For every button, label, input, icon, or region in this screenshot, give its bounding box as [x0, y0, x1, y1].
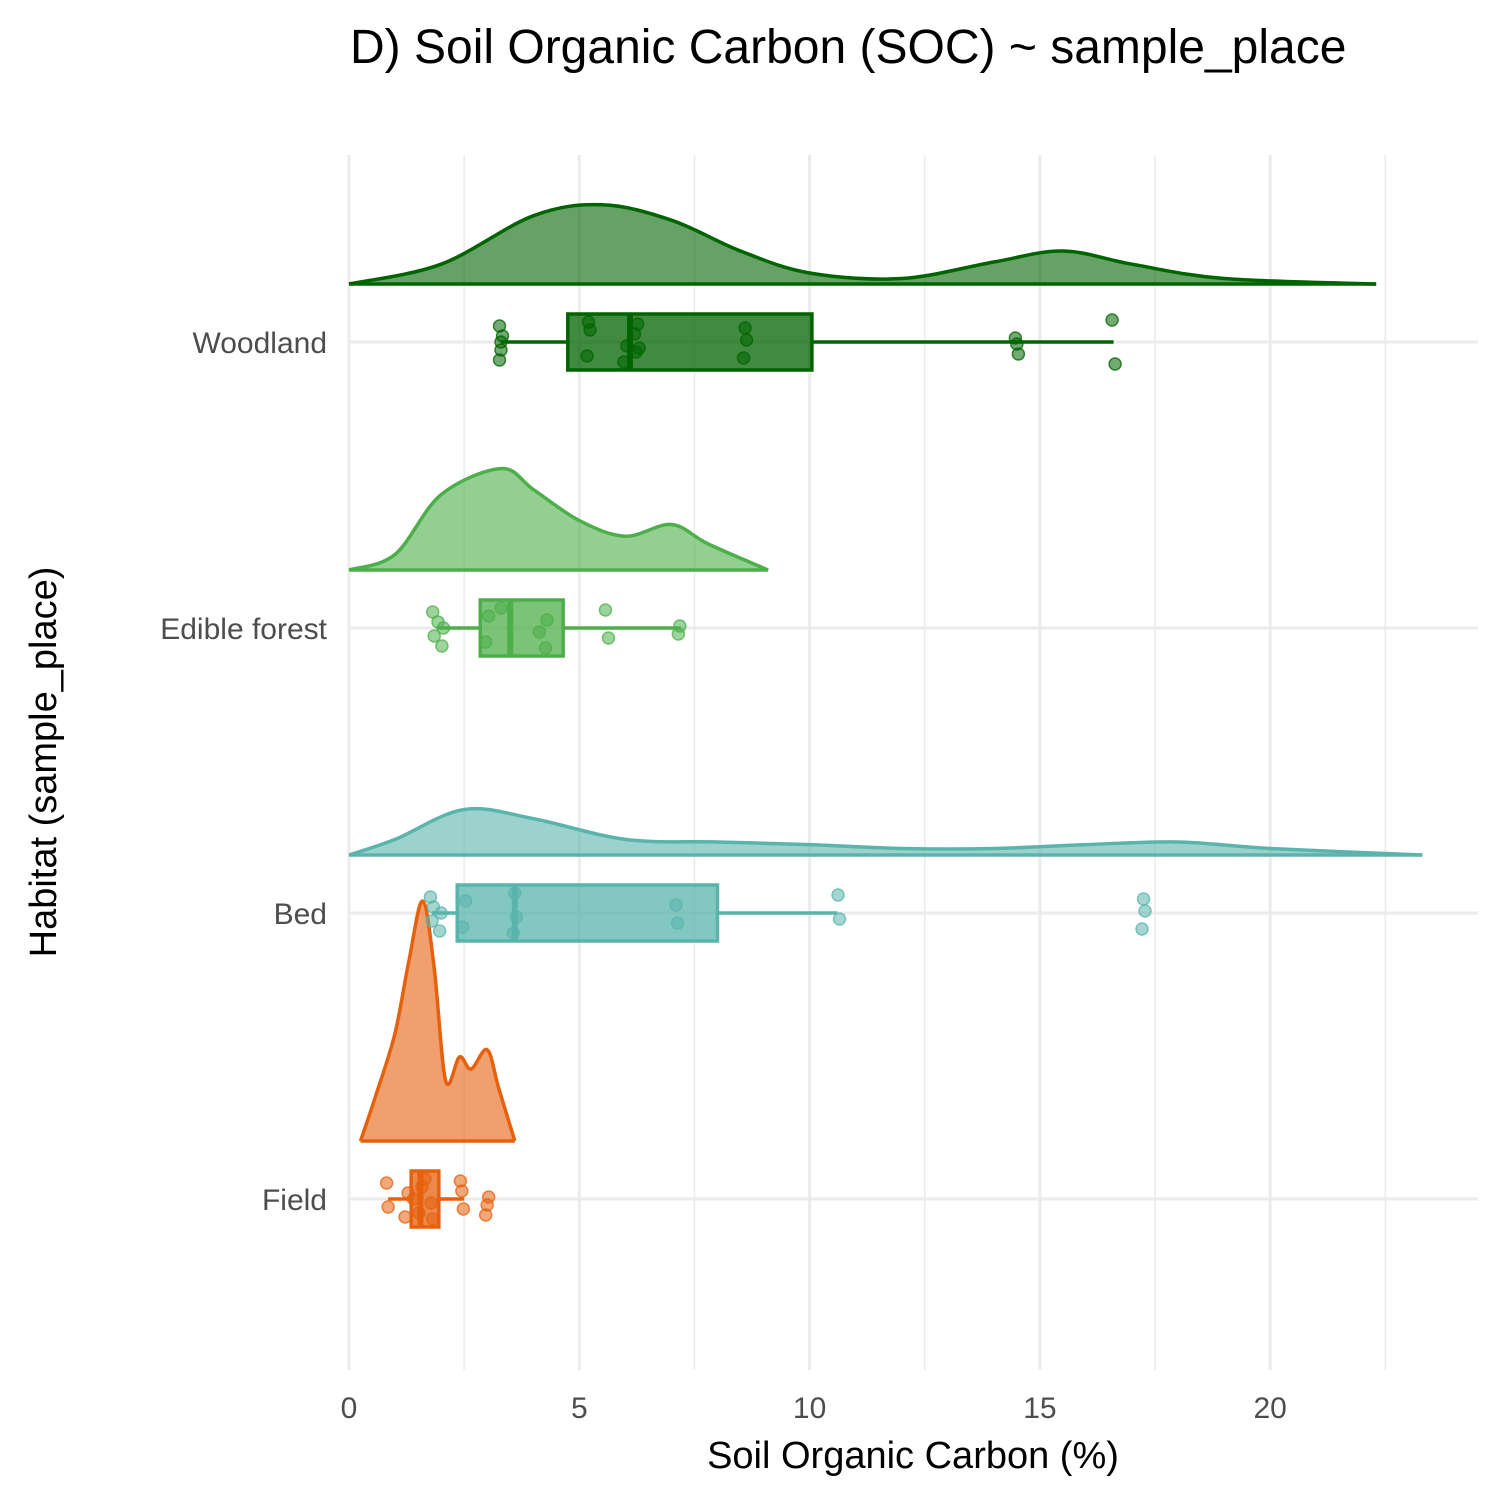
- density-line-woodland: [348, 202, 1377, 286]
- x-tick-label: 0: [341, 1392, 358, 1425]
- point-edible-forest: [598, 603, 613, 617]
- grid-lines: [347, 155, 1478, 1370]
- box-field: [409, 1169, 441, 1229]
- x-tick-labels: 0 5 10 15 20: [341, 1392, 1287, 1425]
- point-bed: [1135, 922, 1149, 936]
- point-edible-forest: [427, 629, 441, 643]
- point-field: [481, 1190, 496, 1204]
- point-woodland: [492, 353, 507, 367]
- density-fill-woodland: [349, 204, 1377, 284]
- density-line-field: [358, 899, 517, 1142]
- y-tick-label: Bed: [274, 898, 327, 931]
- density-line-edible-forest: [348, 466, 769, 572]
- point-bed: [1138, 904, 1152, 918]
- y-tick-label: Woodland: [192, 327, 327, 360]
- point-field: [456, 1202, 471, 1216]
- chart-title: D) Soil Organic Carbon (SOC) ~ sample_pl…: [350, 21, 1346, 74]
- y-tick-label: Edible forest: [160, 613, 327, 646]
- box-edible-forest: [478, 598, 565, 658]
- density-clouds: [348, 202, 1423, 1143]
- box-woodland: [566, 312, 814, 372]
- point-bed: [832, 912, 847, 926]
- point-woodland: [1105, 313, 1119, 327]
- point-field: [379, 1176, 394, 1190]
- point-field: [381, 1200, 395, 1214]
- density-fill-edible-forest: [349, 468, 769, 570]
- y-tick-label: Field: [262, 1184, 327, 1217]
- point-woodland: [1108, 357, 1122, 371]
- point-field: [453, 1174, 468, 1188]
- point-bed: [432, 924, 447, 938]
- density-line-bed: [348, 806, 1423, 857]
- point-bed: [1136, 892, 1151, 906]
- point-edible-forest: [673, 619, 687, 633]
- point-edible-forest: [435, 639, 449, 653]
- x-axis-title: Soil Organic Carbon (%): [707, 1435, 1119, 1477]
- y-axis-title: Habitat (sample_place): [23, 567, 65, 958]
- point-woodland: [1010, 337, 1024, 351]
- point-field: [478, 1208, 493, 1222]
- point-bed: [831, 888, 845, 902]
- point-edible-forest: [601, 631, 616, 645]
- point-field: [398, 1210, 412, 1224]
- y-tick-labels: Woodland Edible forest Bed Field: [160, 327, 327, 1217]
- point-bed: [425, 914, 439, 928]
- boxplots: [388, 312, 1114, 1229]
- x-tick-label: 5: [571, 1392, 588, 1425]
- box-bed: [455, 883, 720, 943]
- x-tick-label: 15: [1023, 1392, 1056, 1425]
- x-tick-label: 10: [793, 1392, 826, 1425]
- x-tick-label: 20: [1254, 1392, 1287, 1425]
